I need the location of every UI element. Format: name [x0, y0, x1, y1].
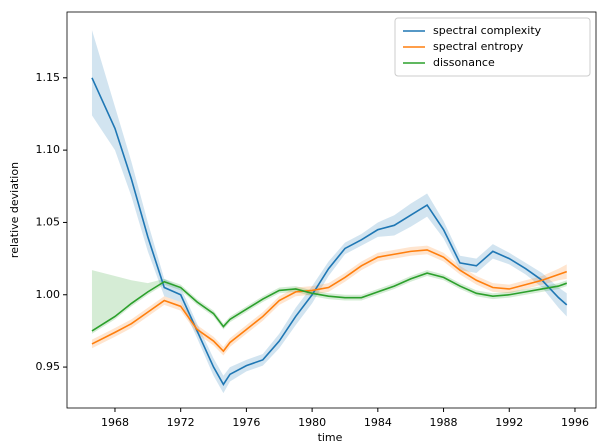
legend-box [394, 17, 591, 77]
x-tick-label: 1968 [101, 416, 129, 429]
x-tick-label: 1992 [495, 416, 523, 429]
x-axis-label: time [318, 431, 343, 443]
y-tick-label: 1.05 [36, 215, 61, 228]
x-tick-label: 1972 [167, 416, 195, 429]
series-line [91, 272, 568, 332]
x-tick-label: 1996 [561, 416, 589, 429]
y-axis-label: relative deviation [8, 162, 21, 258]
x-tick-label: 1988 [430, 416, 458, 429]
legend-label: spectral entropy [433, 40, 524, 53]
plot-frame [66, 11, 597, 409]
legend-label: spectral complexity [433, 24, 542, 37]
x-tick-label: 1984 [364, 416, 392, 429]
legend-label: dissonance [433, 56, 495, 69]
y-tick-label: 1.10 [36, 143, 61, 156]
y-tick-label: 1.00 [36, 288, 61, 301]
y-tick-label: 1.15 [36, 71, 61, 84]
y-tick-label: 0.95 [36, 360, 61, 373]
x-tick-label: 1976 [232, 416, 260, 429]
confidence-band [91, 30, 567, 394]
x-tick-label: 1980 [298, 416, 326, 429]
series-line [91, 77, 568, 386]
series-line [91, 249, 568, 353]
